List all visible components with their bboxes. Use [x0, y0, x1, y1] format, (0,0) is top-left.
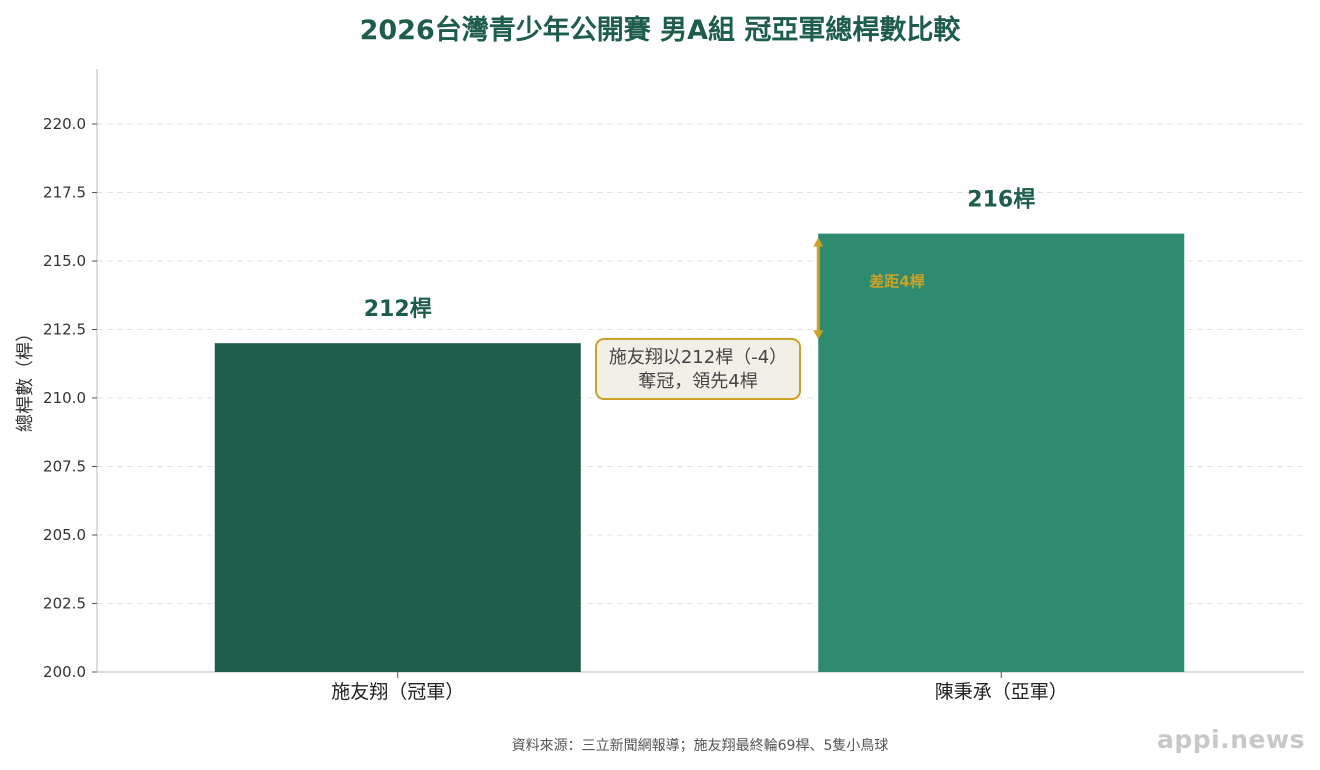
winner-callout: 施友翔以212桿（-4） 奪冠，領先4桿	[595, 338, 801, 400]
gap-arrow-head-down	[813, 330, 824, 340]
y-tick-label: 212.5	[43, 321, 86, 339]
y-tick-label: 215.0	[43, 252, 86, 270]
bar	[214, 343, 581, 672]
x-category-label: 施友翔（冠軍）	[331, 681, 464, 703]
y-tick-label: 217.5	[43, 184, 86, 202]
bar-value-label: 216桿	[967, 188, 1035, 213]
data-labels: 212桿 216桿	[364, 188, 1035, 323]
y-tick-label: 205.0	[43, 526, 86, 544]
chart-title: 2026台灣青少年公開賽 男A組 冠亞軍總桿數比較	[359, 15, 961, 46]
watermark: appi.news	[1157, 725, 1305, 754]
x-category-label: 陳秉承（亞軍）	[935, 681, 1068, 703]
callout-line-1: 施友翔以212桿（-4）	[608, 347, 788, 368]
gap-annotation: 差距4桿	[813, 237, 925, 340]
y-axis-label: 總桿數（桿）	[15, 324, 36, 432]
x-axis-categories: 施友翔（冠軍） 陳秉承（亞軍）	[331, 672, 1068, 703]
bar	[818, 233, 1185, 672]
bar-value-label: 212桿	[364, 297, 432, 322]
y-tick-label: 200.0	[43, 663, 86, 681]
bars	[214, 233, 1185, 672]
y-tick-label: 210.0	[43, 389, 86, 407]
y-axis-ticks: 200.0 202.5 205.0 207.5 210.0 212.5 215.0 217.5…	[43, 115, 97, 681]
y-tick-label: 207.5	[43, 458, 86, 476]
y-tick-label: 202.5	[43, 595, 86, 613]
gap-label: 差距4桿	[869, 272, 924, 290]
y-tick-label: 220.0	[43, 115, 86, 133]
source-note: 資料來源：三立新聞網報導；施友翔最終輪69桿、5隻小鳥球	[511, 738, 889, 754]
gap-arrow-head-up	[813, 237, 824, 247]
callout-line-2: 奪冠，領先4桿	[638, 371, 758, 392]
